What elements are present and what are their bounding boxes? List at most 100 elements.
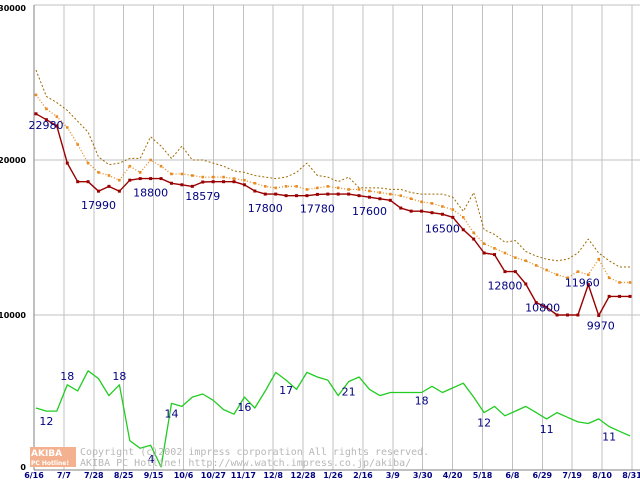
point-average [399,194,403,197]
point-min [628,294,632,298]
point-average [45,107,48,111]
point-min [503,270,507,274]
data-label-count: 18 [415,395,429,408]
point-min [284,194,288,198]
point-average [597,257,601,261]
data-label-min: 12800 [487,280,522,293]
point-min [211,180,215,184]
data-label-count: 21 [342,386,356,399]
y-tick-label: 10000 [0,311,26,320]
x-tick-label: 5/18 [473,471,493,480]
data-label-min: 9970 [587,319,615,332]
point-min [55,124,59,128]
point-min [232,180,236,184]
point-min [545,305,549,309]
point-average [305,188,309,191]
data-label-count: 12 [477,417,491,430]
point-min [97,189,101,193]
point-min [493,253,497,257]
y-tick-label: 0 [20,463,26,472]
data-label-min: 22980 [29,119,64,132]
point-min [461,228,465,232]
point-average [211,175,215,179]
point-average [389,192,392,196]
point-average [316,186,319,190]
point-average [347,188,350,191]
data-label-min: 17600 [352,205,387,218]
point-min [576,313,580,317]
point-average [368,189,371,193]
point-average [461,216,465,219]
point-min [263,192,267,196]
point-min [242,183,246,187]
point-min [295,194,299,198]
point-average [618,281,621,284]
copyright-footer: AKIBA PC Hotline! Copyright (c)2002 impr… [30,447,429,469]
point-min [336,192,340,196]
point-average [55,115,59,118]
point-min [169,181,173,185]
point-min [149,177,153,181]
x-tick-label: 8/10 [592,471,612,480]
grid: 6/16 7/7 7/28 8/25 9/15 10/6 10/27 11/17 12/8 12/… [0,4,640,480]
point-average [545,268,548,272]
point-average [263,185,267,188]
x-tick-label: 12/28 [291,471,317,480]
point-min [34,112,38,116]
point-average [607,276,611,280]
point-average [149,158,152,162]
x-tick-label: 6/8 [505,471,519,480]
x-tick-label: 7/7 [57,471,71,480]
point-min [399,206,403,210]
point-average [451,208,455,211]
point-min [357,194,361,198]
point-average [253,181,257,185]
point-min [618,294,622,298]
data-label-min: 17990 [81,199,116,212]
data-label-count: 18 [112,370,126,383]
point-average [441,205,444,208]
point-average [566,276,569,280]
point-min [315,192,319,196]
point-average [336,186,340,190]
x-tick-label: 3/30 [413,471,433,480]
data-label-min: 17800 [248,202,283,215]
series-line-count [35,370,631,468]
point-min [274,192,278,196]
x-tick-label: 7/28 [84,471,104,480]
x-tick-label: 9/15 [144,471,164,480]
point-average [86,161,90,165]
x-tick-label: 6/29 [532,471,552,480]
point-min [107,184,111,188]
point-min [128,178,132,182]
point-average [170,172,173,176]
point-min [65,161,69,165]
data-label-min: 18579 [185,190,220,203]
point-average [482,242,486,245]
point-average [555,273,559,276]
point-min [513,270,517,274]
x-tick-label: 7/19 [562,471,582,480]
point-min [253,189,257,193]
point-min [430,211,434,215]
point-min [326,192,330,196]
data-label-min: 16500 [425,222,460,235]
x-tick-label: 10/6 [174,471,194,480]
data-labels: 22980 17990 18800 18579 17800 17780 17600 16500… [29,119,617,466]
point-average [409,197,413,201]
x-tick-label: 8/25 [114,471,134,480]
point-average [222,175,225,179]
point-min [565,313,569,317]
point-average [97,171,100,174]
point-average [284,185,288,188]
point-min [347,192,351,196]
point-min [44,118,48,122]
data-label-min: 17780 [300,202,335,215]
point-average [65,126,69,129]
point-min [117,189,121,193]
point-average [534,264,538,267]
point-average [587,273,590,276]
point-average [232,177,236,180]
data-label-count: 14 [164,407,178,420]
